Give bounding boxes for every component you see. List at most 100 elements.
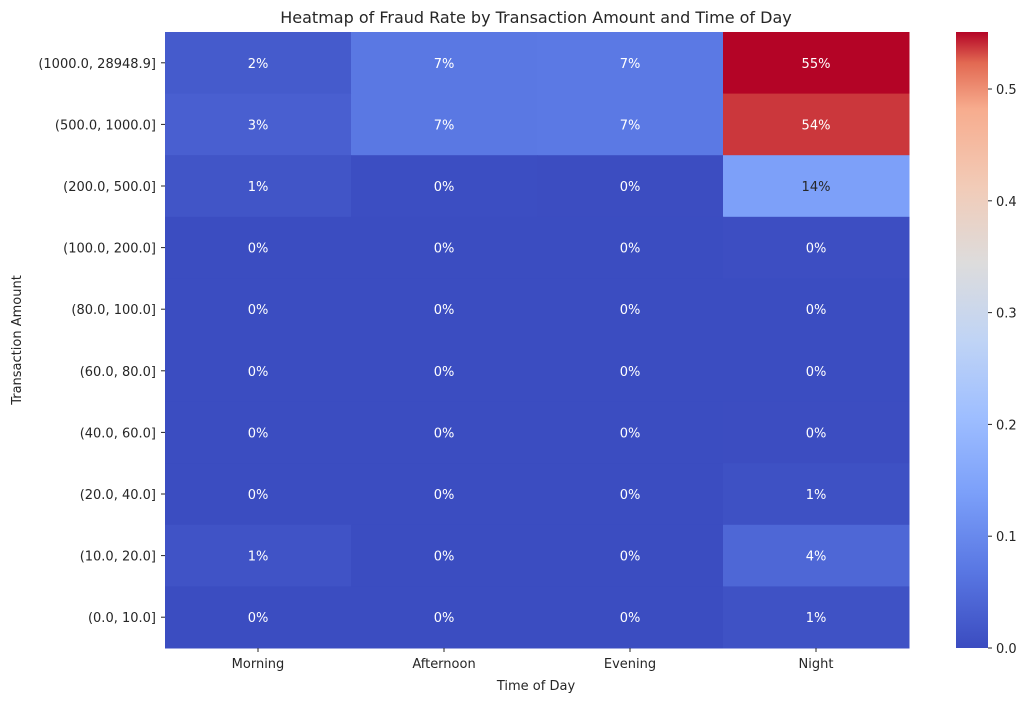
heatmap-cell: [165, 463, 352, 526]
heatmap-cell: [165, 524, 352, 587]
heatmap-cell-label: 0%: [248, 426, 269, 441]
y-tick-label: (40.0, 60.0]: [80, 426, 156, 441]
heatmap-cell: [165, 586, 352, 649]
heatmap-cell-label: 7%: [620, 57, 641, 72]
heatmap-cell-labels: 2% 7% 7% 55% 3% 7% 7% 54% 1% 0% 0% 14% 0% 0% 0% 0% 0% 0% 0…: [248, 57, 831, 626]
heatmap-cell-label: 0%: [620, 611, 641, 626]
heatmap-cell-label: 0%: [248, 242, 269, 257]
heatmap-cell-label: 0%: [248, 303, 269, 318]
heatmap-cell-label: 7%: [434, 57, 455, 72]
heatmap-cell: [165, 93, 352, 156]
heatmap-cell-label: 0%: [620, 426, 641, 441]
y-tick-label: (80.0, 100.0]: [71, 303, 156, 318]
heatmap-cell: [723, 93, 910, 156]
heatmap-cell: [351, 155, 538, 218]
heatmap-cell: [537, 340, 724, 403]
heatmap-cell-label: 1%: [806, 611, 827, 626]
heatmap-cell-label: 0%: [434, 365, 455, 380]
heatmap-cell-label: 14%: [802, 180, 831, 195]
heatmap-cell-label: 0%: [806, 365, 827, 380]
x-axis-label: Time of Day: [496, 679, 576, 694]
heatmap-cell-label: 0%: [806, 242, 827, 257]
heatmap-cell-label: 0%: [620, 488, 641, 503]
y-tick-label: (100.0, 200.0]: [63, 242, 156, 257]
heatmap-cell: [165, 278, 352, 341]
heatmap-cell-label: 0%: [434, 426, 455, 441]
y-tick-label: (0.0, 10.0]: [88, 611, 156, 626]
heatmap-cell-label: 0%: [434, 242, 455, 257]
x-tick-label: Night: [799, 657, 834, 672]
colorbar-tick-label: 0.4: [996, 195, 1017, 210]
heatmap-cell: [351, 278, 538, 341]
heatmap-cell-label: 0%: [620, 303, 641, 318]
heatmap-cell: [351, 93, 538, 156]
heatmap-cell: [537, 93, 724, 156]
heatmap-cell: [351, 524, 538, 587]
heatmap-cell: [165, 155, 352, 218]
y-tick-label: (60.0, 80.0]: [80, 365, 156, 380]
heatmap-cell: [537, 32, 724, 95]
heatmap-cell: [723, 524, 910, 587]
heatmap-cell-label: 0%: [434, 611, 455, 626]
heatmap-cell: [165, 340, 352, 403]
x-tick-label: Morning: [232, 657, 285, 672]
heatmap-cell-label: 0%: [806, 303, 827, 318]
colorbar-gradient: [956, 32, 988, 648]
heatmap-cell: [165, 401, 352, 464]
heatmap-cell: [723, 32, 910, 95]
heatmap-cell: [537, 463, 724, 526]
x-tick-label: Evening: [604, 657, 656, 672]
heatmap-cell: [165, 32, 352, 95]
heatmap-cell: [723, 216, 910, 279]
heatmap-cell-label: 0%: [434, 488, 455, 503]
heatmap-cell: [723, 155, 910, 218]
heatmap-cell-label: 0%: [620, 365, 641, 380]
colorbar: 0.0 0.1 0.2 0.3 0.4 0.5: [956, 32, 1017, 657]
heatmap-cell: [351, 401, 538, 464]
colorbar-tick-label: 0.1: [996, 530, 1017, 545]
y-tick-label: (10.0, 20.0]: [80, 550, 156, 565]
heatmap-cell-label: 54%: [802, 118, 831, 133]
heatmap-cell: [537, 155, 724, 218]
colorbar-tick-label: 0.3: [996, 307, 1017, 322]
heatmap-cell: [537, 278, 724, 341]
heatmap-cell: [165, 216, 352, 279]
heatmap-cell-label: 0%: [248, 365, 269, 380]
heatmap-cell-label: 0%: [806, 426, 827, 441]
heatmap-cell-label: 0%: [620, 550, 641, 565]
heatmap-cell-label: 0%: [620, 242, 641, 257]
colorbar-tick-label: 0.5: [996, 83, 1017, 98]
heatmap-cell-label: 1%: [248, 550, 269, 565]
heatmap-cell-label: 0%: [248, 488, 269, 503]
heatmap-cell: [537, 524, 724, 587]
heatmap-cell: [351, 463, 538, 526]
colorbar-ticks: 0.0 0.1 0.2 0.3 0.4 0.5: [988, 83, 1017, 657]
y-tick-label: (200.0, 500.0]: [63, 180, 156, 195]
heatmap-cell-label: 55%: [802, 57, 831, 72]
heatmap-cell-label: 0%: [248, 611, 269, 626]
heatmap-cell: [537, 401, 724, 464]
heatmap-cells: [165, 32, 910, 649]
heatmap-cell: [723, 401, 910, 464]
heatmap-cell-label: 4%: [806, 550, 827, 565]
chart-title: Heatmap of Fraud Rate by Transaction Amo…: [280, 8, 792, 27]
heatmap-cell: [351, 32, 538, 95]
heatmap-cell-label: 1%: [248, 180, 269, 195]
heatmap-cell: [723, 278, 910, 341]
y-tick-labels: (1000.0, 28948.9] (500.0, 1000.0] (200.0, …: [38, 57, 165, 626]
heatmap-cell-label: 2%: [248, 57, 269, 72]
heatmap-cell-label: 0%: [620, 180, 641, 195]
heatmap-cell-label: 7%: [620, 118, 641, 133]
heatmap-cell-label: 0%: [434, 303, 455, 318]
y-tick-label: (1000.0, 28948.9]: [38, 57, 156, 72]
y-tick-label: (20.0, 40.0]: [80, 488, 156, 503]
heatmap-cell-label: 3%: [248, 118, 269, 133]
y-tick-label: (500.0, 1000.0]: [55, 118, 156, 133]
x-tick-label: Afternoon: [412, 657, 475, 672]
heatmap-cell: [351, 216, 538, 279]
colorbar-tick-label: 0.0: [996, 642, 1017, 657]
heatmap-cell: [723, 340, 910, 403]
heatmap-cell-label: 1%: [806, 488, 827, 503]
heatmap-cell-label: 7%: [434, 118, 455, 133]
